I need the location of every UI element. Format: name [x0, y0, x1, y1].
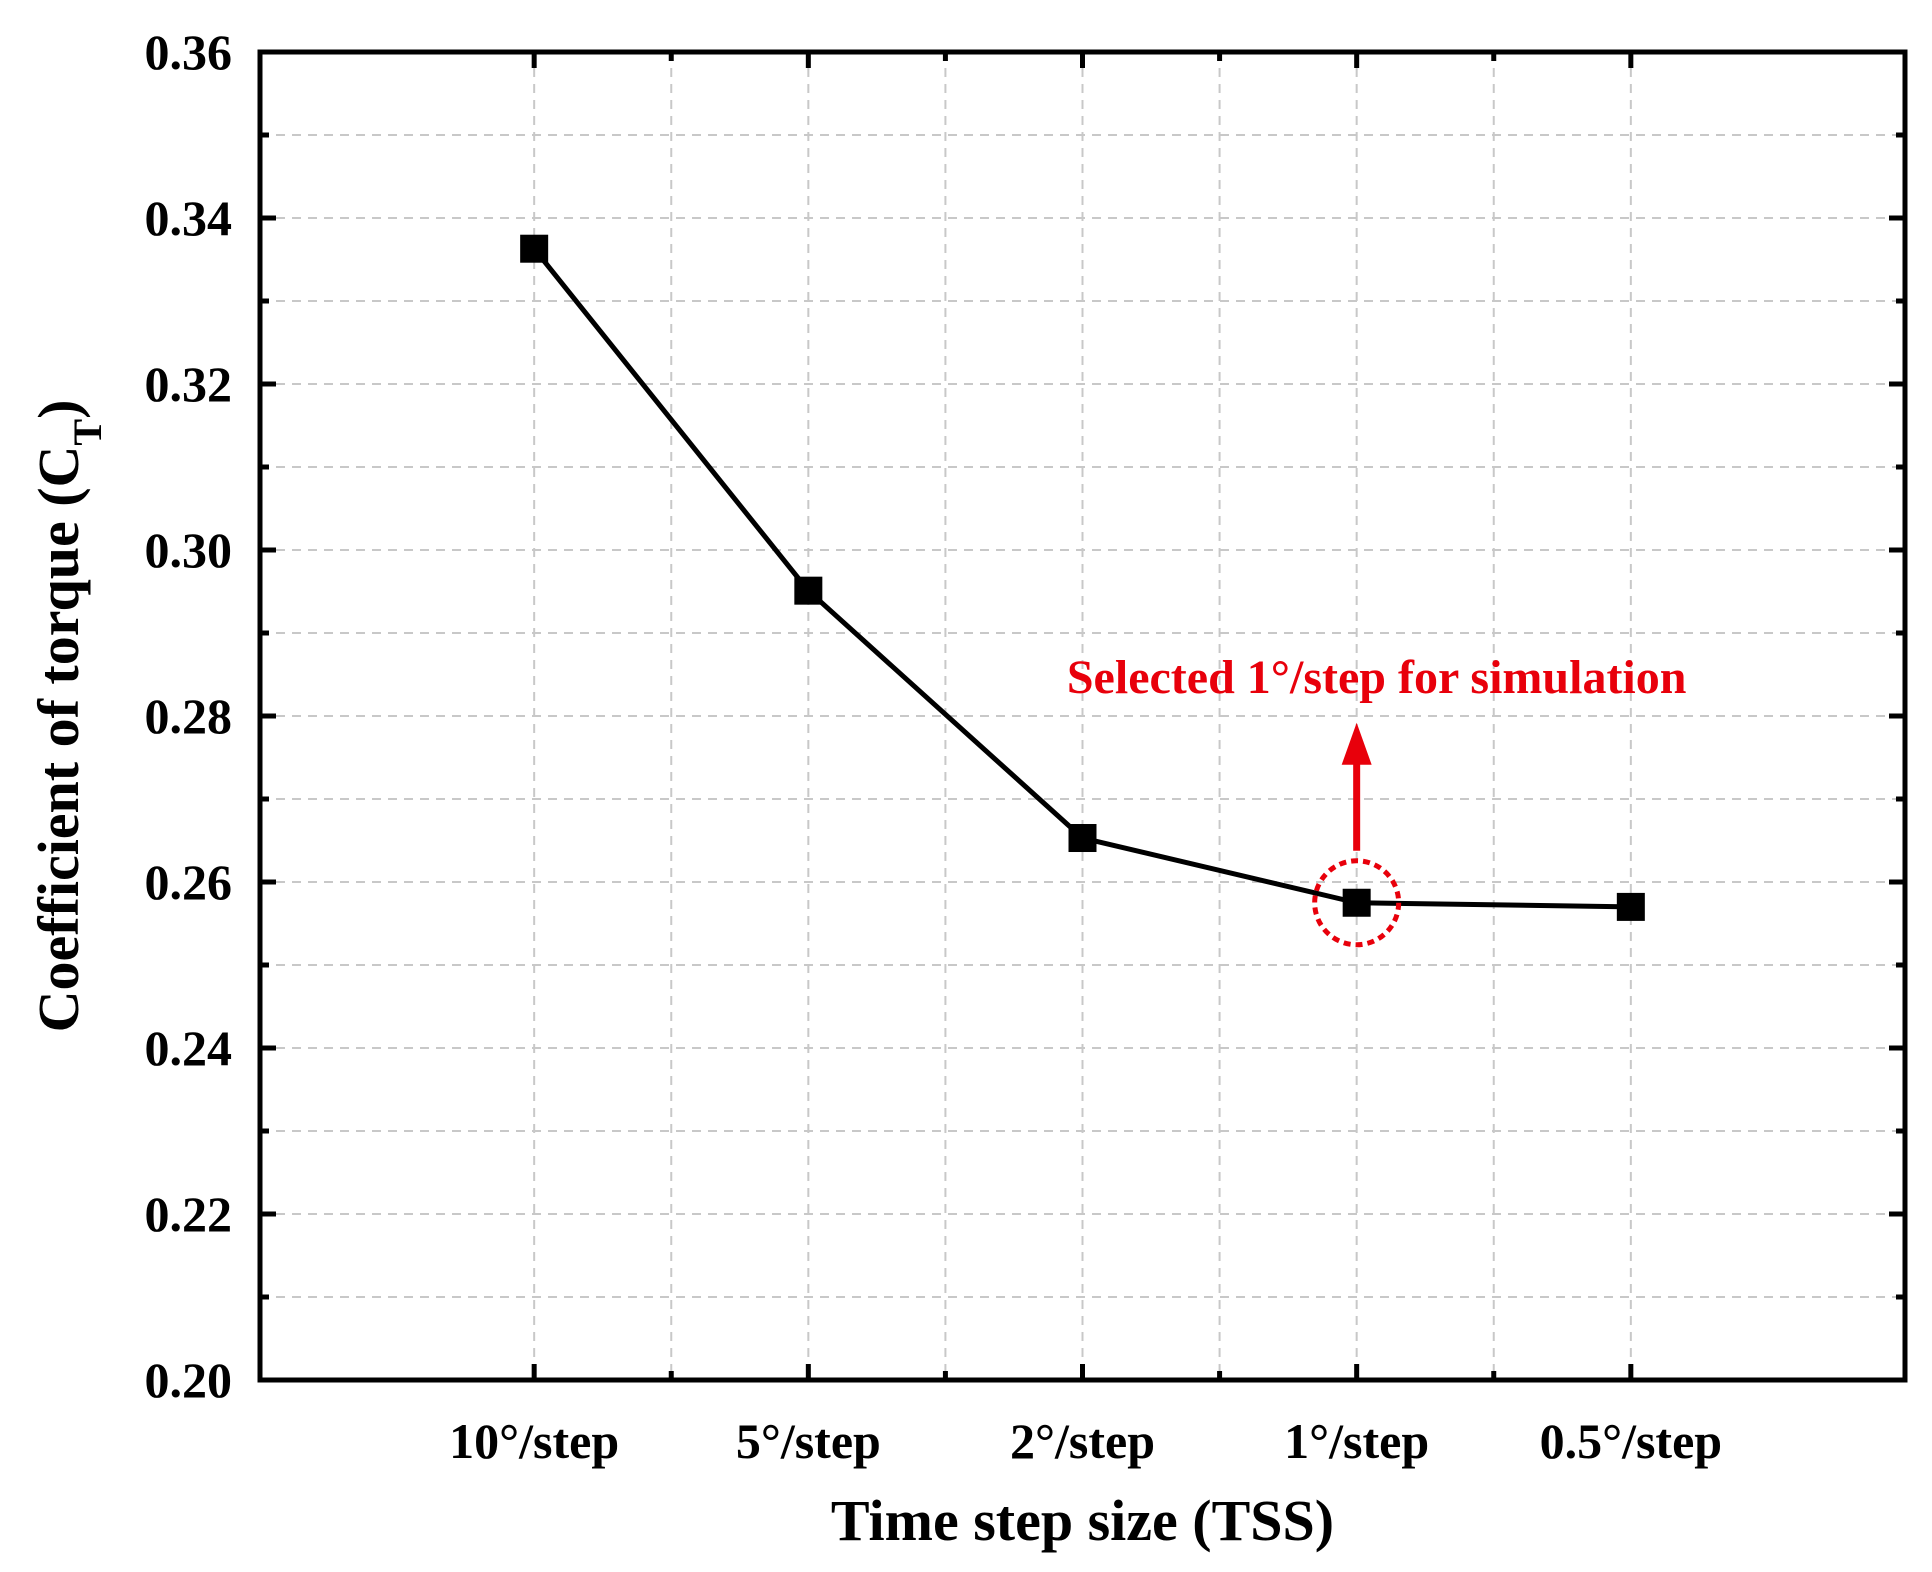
y-axis-title-sub: T [65, 419, 110, 446]
data-point [794, 576, 823, 605]
x-tick-label: 0.5°/step [1540, 1413, 1723, 1469]
x-tick-label: 2°/step [1010, 1413, 1155, 1469]
series [520, 234, 1645, 921]
y-axis-title-main: Coefficient of torque (C [26, 446, 91, 1033]
labels: 0.20 0.22 0.24 0.26 0.28 0.30 0.32 0.34 0.36 10°/… [145, 24, 1723, 1469]
y-tick-label: 0.24 [145, 1020, 233, 1076]
y-tick-label: 0.22 [145, 1186, 233, 1242]
data-point [1616, 892, 1645, 921]
data-point [1068, 824, 1097, 853]
y-tick-label: 0.36 [145, 24, 233, 80]
annotation-arrow-head [1341, 722, 1372, 765]
y-tick-label: 0.28 [145, 688, 233, 744]
y-axis-title-close: ) [26, 400, 91, 419]
y-tick-label: 0.34 [145, 190, 233, 246]
x-tick-label: 1°/step [1284, 1413, 1429, 1469]
data-point [520, 234, 549, 263]
plot-frame [257, 49, 1908, 1383]
data-point [1342, 888, 1371, 917]
y-tick-label: 0.26 [145, 854, 233, 910]
y-axis-title: Coefficient of torque (CT) [26, 400, 110, 1033]
annotation: Selected 1°/step for simulation [1067, 651, 1687, 948]
x-tick-label: 10°/step [449, 1413, 619, 1469]
y-tick-label: 0.30 [145, 522, 233, 578]
y-tick-label: 0.20 [145, 1352, 233, 1408]
grid [260, 52, 1905, 1380]
x-tick-label: 5°/step [736, 1413, 881, 1469]
highlight-circle [1312, 858, 1402, 948]
x-axis-title: Time step size (TSS) [831, 1488, 1334, 1553]
y-tick-label: 0.32 [145, 356, 233, 412]
annotation-text: Selected 1°/step for simulation [1067, 651, 1687, 704]
